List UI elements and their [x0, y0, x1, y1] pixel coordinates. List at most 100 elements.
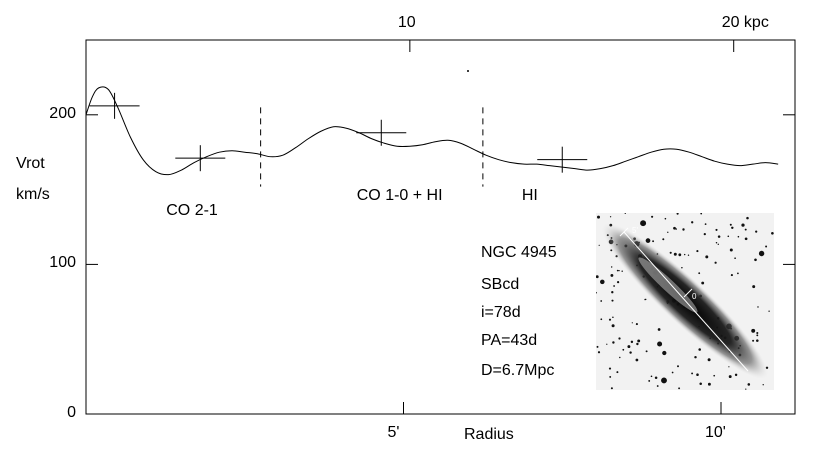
star-dot [645, 350, 648, 353]
star-dot [635, 323, 638, 326]
star-dot [627, 345, 631, 349]
star-dot [651, 215, 654, 218]
star-dot [758, 250, 765, 257]
star-dot [681, 266, 683, 269]
star-dot [636, 342, 639, 346]
star-dot [608, 318, 612, 321]
x-tick-label-bottom: 5' [387, 424, 400, 441]
star-dot [705, 255, 709, 259]
star-dot [676, 213, 679, 215]
x-axis-label: Radius [464, 426, 514, 443]
star-dot [756, 331, 759, 335]
star-dot [648, 379, 651, 382]
star-dot [662, 350, 667, 356]
star-dot [644, 298, 646, 301]
y-tick-label: 0 [67, 404, 76, 421]
star-dot [610, 387, 613, 390]
star-dot [621, 270, 623, 272]
star-dot [669, 251, 672, 254]
star-dot [650, 375, 653, 378]
x-ticks [403, 40, 735, 414]
inset-5arcmin-label: 5' [632, 226, 638, 235]
star-dot [737, 272, 739, 275]
star-dot [698, 348, 701, 351]
star-dot [612, 316, 614, 319]
star-dot [728, 366, 730, 368]
star-dot [701, 281, 705, 285]
galaxy-image-art: 5' 0 [596, 213, 774, 390]
stray-dot [467, 70, 469, 72]
y-axis-label: Vrot [16, 155, 45, 172]
star-dot [700, 213, 703, 215]
info-galaxy-name: NGC 4945 [481, 244, 557, 261]
y-tick-label: 200 [49, 104, 76, 122]
star-dot [667, 231, 669, 233]
info-morph-type: SBcd [481, 276, 520, 293]
star-dot [694, 355, 697, 359]
star-dot [611, 266, 613, 268]
star-dot [729, 223, 732, 226]
star-dot [684, 253, 686, 256]
star-dot [635, 358, 639, 362]
star-dot [746, 216, 749, 220]
star-dot [616, 269, 619, 272]
star-dot [734, 373, 738, 377]
star-dot [730, 274, 733, 277]
star-dot [745, 388, 747, 390]
star-dot [609, 216, 612, 218]
star-dot [657, 328, 661, 331]
star-dot [765, 245, 768, 248]
star-dot [598, 244, 600, 246]
measurement-cross [89, 92, 140, 119]
star-dot [640, 220, 647, 227]
x-tick-label-top: 10 [397, 14, 416, 31]
star-dot [673, 226, 676, 230]
y-ticks [86, 114, 795, 415]
measurement-cross [537, 146, 588, 173]
star-dot [657, 341, 663, 347]
star-dot [698, 272, 701, 275]
star-dot [630, 340, 634, 344]
star-dot [744, 237, 748, 241]
star-dot [727, 235, 730, 238]
star-dot [762, 384, 764, 386]
star-dot [608, 367, 612, 370]
star-dot [707, 358, 711, 362]
star-dot [696, 373, 699, 376]
star-dot [752, 339, 755, 342]
star-dot [600, 279, 605, 285]
star-dot [768, 310, 770, 312]
region-annotation: CO 1-0 + HI [356, 187, 443, 205]
star-dot [613, 285, 615, 287]
star-dot [622, 348, 625, 351]
star-dot [715, 228, 718, 231]
plot-frame [85, 39, 796, 415]
star-dot [652, 240, 655, 243]
rotation-curve-line [85, 86, 779, 176]
info-position-angle: PA=43d [481, 332, 538, 349]
star-dot [597, 351, 601, 354]
star-dot [609, 375, 612, 378]
star-dot [611, 291, 614, 294]
inset-center-label: 0 [692, 292, 697, 301]
star-dot [713, 374, 716, 377]
star-dot [754, 258, 757, 262]
star-dot [661, 377, 667, 384]
star-dot [678, 253, 682, 257]
star-dot [717, 243, 719, 245]
star-dot [734, 257, 736, 260]
y-tick-label: 100 [49, 254, 76, 272]
star-dot [596, 291, 597, 294]
x-tick-label-bottom: 10' [705, 424, 726, 441]
star-dot [600, 318, 603, 321]
star-dot [662, 238, 665, 241]
measurement-crosses [89, 92, 588, 173]
star-dot [631, 322, 633, 324]
star-dot [728, 375, 732, 379]
star-dot [704, 223, 707, 225]
star-dot [741, 223, 745, 227]
star-dot [744, 228, 747, 231]
measurement-cross [175, 145, 226, 172]
star-dot [671, 371, 674, 374]
star-dot [696, 250, 699, 253]
